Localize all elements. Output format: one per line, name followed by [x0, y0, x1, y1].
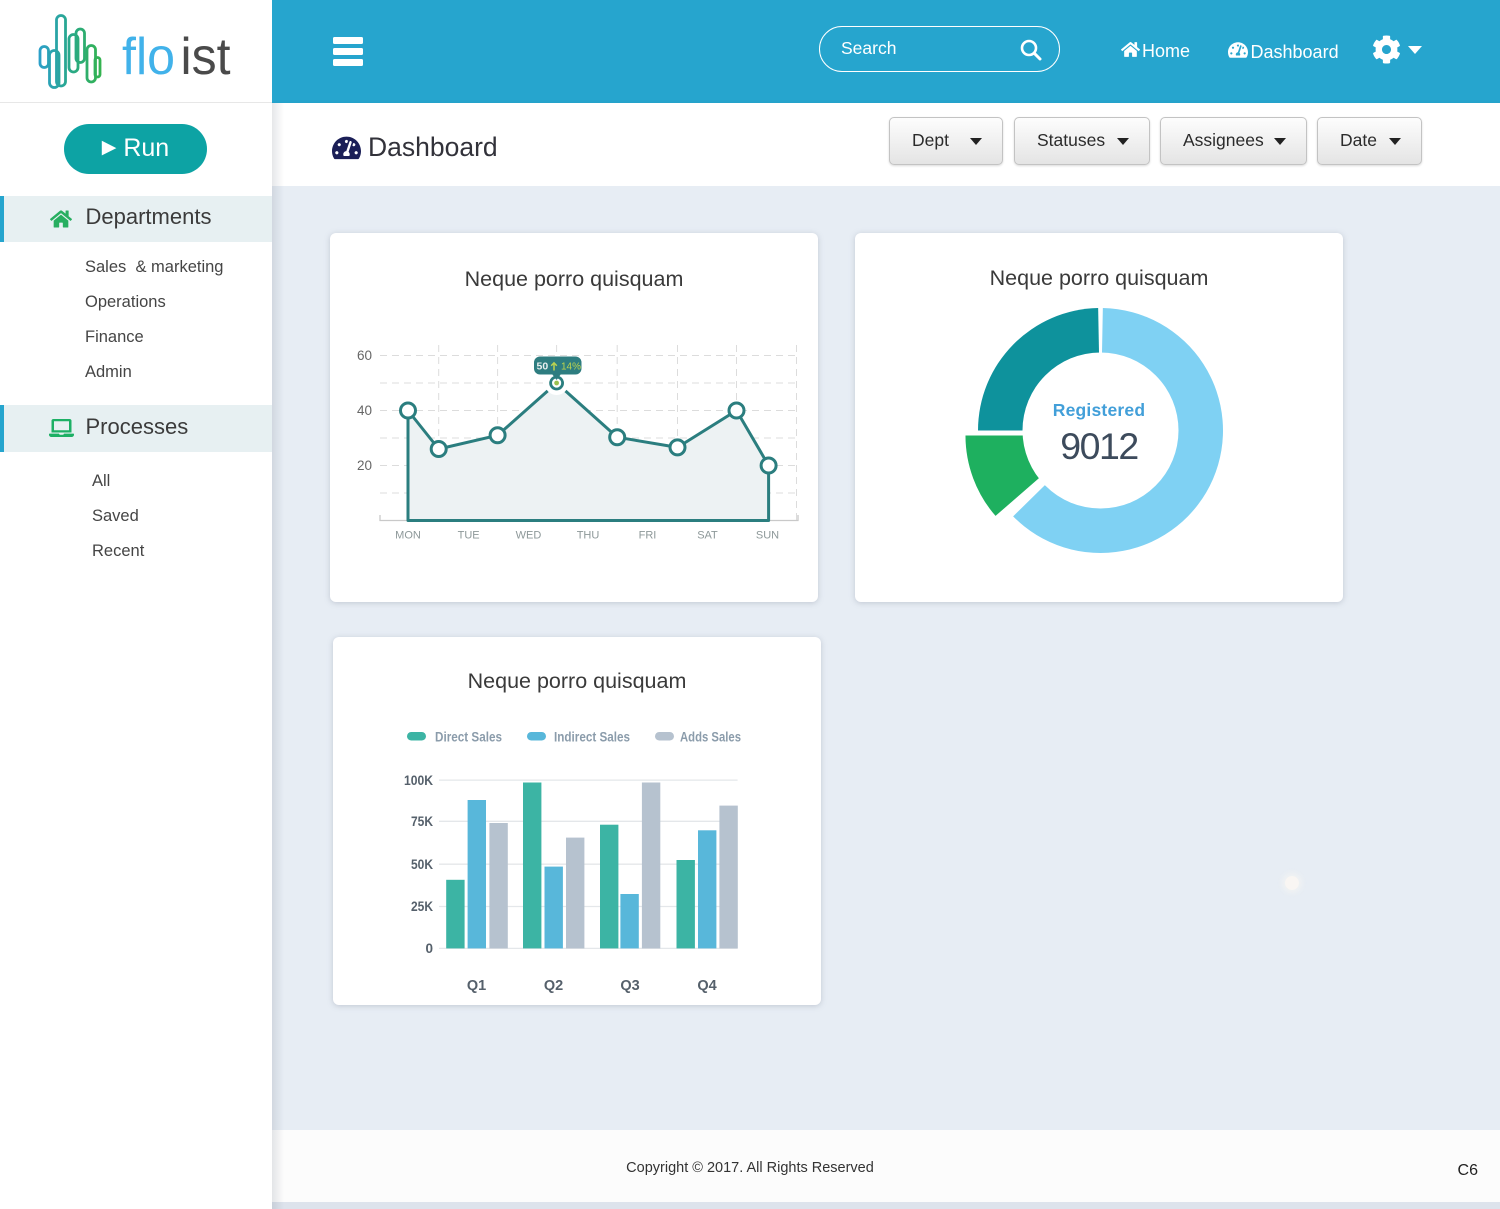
- svg-text:Q4: Q4: [697, 978, 716, 994]
- svg-text:0: 0: [425, 941, 433, 956]
- svg-text:Adds Sales: Adds Sales: [680, 730, 741, 745]
- svg-text:Indirect Sales: Indirect Sales: [554, 730, 630, 745]
- svg-text:20: 20: [357, 458, 372, 473]
- svg-text:Q3: Q3: [620, 978, 639, 994]
- svg-text:40: 40: [357, 403, 372, 418]
- svg-text:Q1: Q1: [467, 978, 486, 994]
- svg-text:Q2: Q2: [544, 978, 563, 994]
- svg-text:100K: 100K: [404, 773, 433, 788]
- svg-text:THU: THU: [577, 530, 600, 542]
- svg-text:ist: ist: [181, 28, 232, 86]
- svg-text:25K: 25K: [411, 899, 433, 914]
- svg-text:SUN: SUN: [756, 530, 779, 542]
- svg-text:14%: 14%: [561, 362, 581, 373]
- svg-text:flo: flo: [122, 28, 175, 86]
- svg-text:WED: WED: [516, 530, 542, 542]
- svg-text:60: 60: [357, 348, 372, 363]
- svg-text:FRI: FRI: [639, 530, 657, 542]
- svg-text:MON: MON: [395, 530, 421, 542]
- svg-text:50K: 50K: [411, 857, 433, 872]
- svg-text:50: 50: [537, 361, 549, 373]
- svg-text:TUE: TUE: [458, 530, 480, 542]
- svg-text:Direct Sales: Direct Sales: [435, 730, 502, 745]
- svg-text:SAT: SAT: [697, 530, 718, 542]
- svg-text:75K: 75K: [411, 814, 433, 829]
